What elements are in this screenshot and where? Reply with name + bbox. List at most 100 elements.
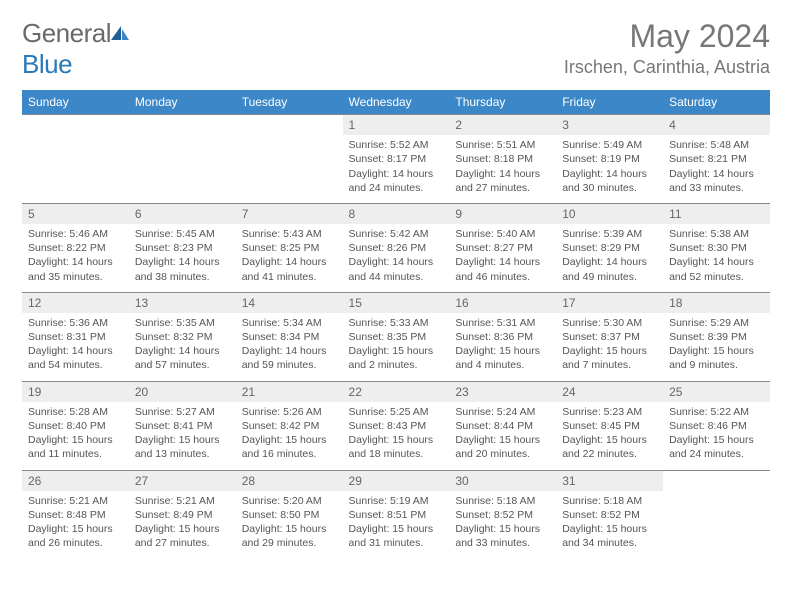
sunset-line: Sunset: 8:34 PM (242, 330, 337, 344)
daylight-line: Daylight: 14 hours and 38 minutes. (135, 255, 230, 283)
calendar-cell: 27Sunrise: 5:21 AMSunset: 8:49 PMDayligh… (129, 470, 236, 558)
day-number: 13 (129, 293, 236, 313)
sunrise-line: Sunrise: 5:18 AM (562, 494, 657, 508)
calendar-cell: 7Sunrise: 5:43 AMSunset: 8:25 PMDaylight… (236, 203, 343, 292)
daylight-line: Daylight: 15 hours and 27 minutes. (135, 522, 230, 550)
calendar-week: 26Sunrise: 5:21 AMSunset: 8:48 PMDayligh… (22, 470, 770, 558)
calendar-cell: 3Sunrise: 5:49 AMSunset: 8:19 PMDaylight… (556, 115, 663, 204)
logo-text-blue: Blue (22, 49, 72, 79)
calendar-table: SundayMondayTuesdayWednesdayThursdayFrid… (22, 90, 770, 558)
sunset-line: Sunset: 8:29 PM (562, 241, 657, 255)
sunrise-line: Sunrise: 5:24 AM (455, 405, 550, 419)
day-header: Tuesday (236, 90, 343, 115)
sunset-line: Sunset: 8:17 PM (349, 152, 444, 166)
calendar-cell: 6Sunrise: 5:45 AMSunset: 8:23 PMDaylight… (129, 203, 236, 292)
calendar-week: 12Sunrise: 5:36 AMSunset: 8:31 PMDayligh… (22, 292, 770, 381)
day-number: 12 (22, 293, 129, 313)
daylight-line: Daylight: 14 hours and 57 minutes. (135, 344, 230, 372)
sunset-line: Sunset: 8:48 PM (28, 508, 123, 522)
sunset-line: Sunset: 8:49 PM (135, 508, 230, 522)
sunrise-line: Sunrise: 5:35 AM (135, 316, 230, 330)
daylight-line: Daylight: 15 hours and 11 minutes. (28, 433, 123, 461)
day-number: 24 (556, 382, 663, 402)
calendar-cell: 5Sunrise: 5:46 AMSunset: 8:22 PMDaylight… (22, 203, 129, 292)
logo-text-general: General (22, 18, 111, 48)
daylight-line: Daylight: 15 hours and 7 minutes. (562, 344, 657, 372)
sunset-line: Sunset: 8:45 PM (562, 419, 657, 433)
day-header: Saturday (663, 90, 770, 115)
sunset-line: Sunset: 8:39 PM (669, 330, 764, 344)
sunset-line: Sunset: 8:51 PM (349, 508, 444, 522)
logo-sail-icon (109, 18, 131, 49)
month-title: May 2024 (564, 18, 770, 55)
sunset-line: Sunset: 8:35 PM (349, 330, 444, 344)
daylight-line: Daylight: 14 hours and 33 minutes. (669, 167, 764, 195)
daylight-line: Daylight: 15 hours and 20 minutes. (455, 433, 550, 461)
sunrise-line: Sunrise: 5:25 AM (349, 405, 444, 419)
daylight-line: Daylight: 14 hours and 49 minutes. (562, 255, 657, 283)
calendar-cell: 13Sunrise: 5:35 AMSunset: 8:32 PMDayligh… (129, 292, 236, 381)
calendar-cell: 12Sunrise: 5:36 AMSunset: 8:31 PMDayligh… (22, 292, 129, 381)
daylight-line: Daylight: 14 hours and 52 minutes. (669, 255, 764, 283)
day-number: 6 (129, 204, 236, 224)
day-number: 21 (236, 382, 343, 402)
day-header: Friday (556, 90, 663, 115)
day-number: 14 (236, 293, 343, 313)
daylight-line: Daylight: 15 hours and 29 minutes. (242, 522, 337, 550)
day-header: Wednesday (343, 90, 450, 115)
sunrise-line: Sunrise: 5:31 AM (455, 316, 550, 330)
sunrise-line: Sunrise: 5:22 AM (669, 405, 764, 419)
calendar-cell: 26Sunrise: 5:21 AMSunset: 8:48 PMDayligh… (22, 470, 129, 558)
calendar-cell: 29Sunrise: 5:19 AMSunset: 8:51 PMDayligh… (343, 470, 450, 558)
day-number: 23 (449, 382, 556, 402)
day-number: 18 (663, 293, 770, 313)
day-number: 4 (663, 115, 770, 135)
sunrise-line: Sunrise: 5:20 AM (242, 494, 337, 508)
daylight-line: Daylight: 14 hours and 44 minutes. (349, 255, 444, 283)
sunrise-line: Sunrise: 5:21 AM (135, 494, 230, 508)
day-number: 9 (449, 204, 556, 224)
daylight-line: Daylight: 15 hours and 31 minutes. (349, 522, 444, 550)
day-number: 25 (663, 382, 770, 402)
calendar-cell: 16Sunrise: 5:31 AMSunset: 8:36 PMDayligh… (449, 292, 556, 381)
calendar-cell (22, 115, 129, 204)
sunrise-line: Sunrise: 5:33 AM (349, 316, 444, 330)
daylight-line: Daylight: 14 hours and 27 minutes. (455, 167, 550, 195)
calendar-cell: 2Sunrise: 5:51 AMSunset: 8:18 PMDaylight… (449, 115, 556, 204)
day-number: 8 (343, 204, 450, 224)
day-number: 7 (236, 204, 343, 224)
day-number: 15 (343, 293, 450, 313)
calendar-cell (236, 115, 343, 204)
day-number: 19 (22, 382, 129, 402)
daylight-line: Daylight: 15 hours and 9 minutes. (669, 344, 764, 372)
day-number: 5 (22, 204, 129, 224)
daylight-line: Daylight: 15 hours and 4 minutes. (455, 344, 550, 372)
sunset-line: Sunset: 8:22 PM (28, 241, 123, 255)
sunrise-line: Sunrise: 5:30 AM (562, 316, 657, 330)
calendar-cell (663, 470, 770, 558)
sunrise-line: Sunrise: 5:19 AM (349, 494, 444, 508)
calendar-week: 19Sunrise: 5:28 AMSunset: 8:40 PMDayligh… (22, 381, 770, 470)
calendar-cell: 25Sunrise: 5:22 AMSunset: 8:46 PMDayligh… (663, 381, 770, 470)
calendar-body: 1Sunrise: 5:52 AMSunset: 8:17 PMDaylight… (22, 115, 770, 559)
sunrise-line: Sunrise: 5:49 AM (562, 138, 657, 152)
sunset-line: Sunset: 8:27 PM (455, 241, 550, 255)
day-number: 10 (556, 204, 663, 224)
location: Irschen, Carinthia, Austria (564, 57, 770, 78)
sunset-line: Sunset: 8:41 PM (135, 419, 230, 433)
daylight-line: Daylight: 15 hours and 18 minutes. (349, 433, 444, 461)
day-header: Sunday (22, 90, 129, 115)
calendar-cell: 18Sunrise: 5:29 AMSunset: 8:39 PMDayligh… (663, 292, 770, 381)
calendar-cell (129, 115, 236, 204)
day-number: 11 (663, 204, 770, 224)
day-number: 26 (22, 471, 129, 491)
daylight-line: Daylight: 14 hours and 41 minutes. (242, 255, 337, 283)
sunrise-line: Sunrise: 5:43 AM (242, 227, 337, 241)
header: GeneralBlue May 2024 Irschen, Carinthia,… (22, 18, 770, 80)
title-block: May 2024 Irschen, Carinthia, Austria (564, 18, 770, 78)
day-number: 3 (556, 115, 663, 135)
sunset-line: Sunset: 8:26 PM (349, 241, 444, 255)
sunrise-line: Sunrise: 5:21 AM (28, 494, 123, 508)
sunrise-line: Sunrise: 5:48 AM (669, 138, 764, 152)
sunset-line: Sunset: 8:36 PM (455, 330, 550, 344)
